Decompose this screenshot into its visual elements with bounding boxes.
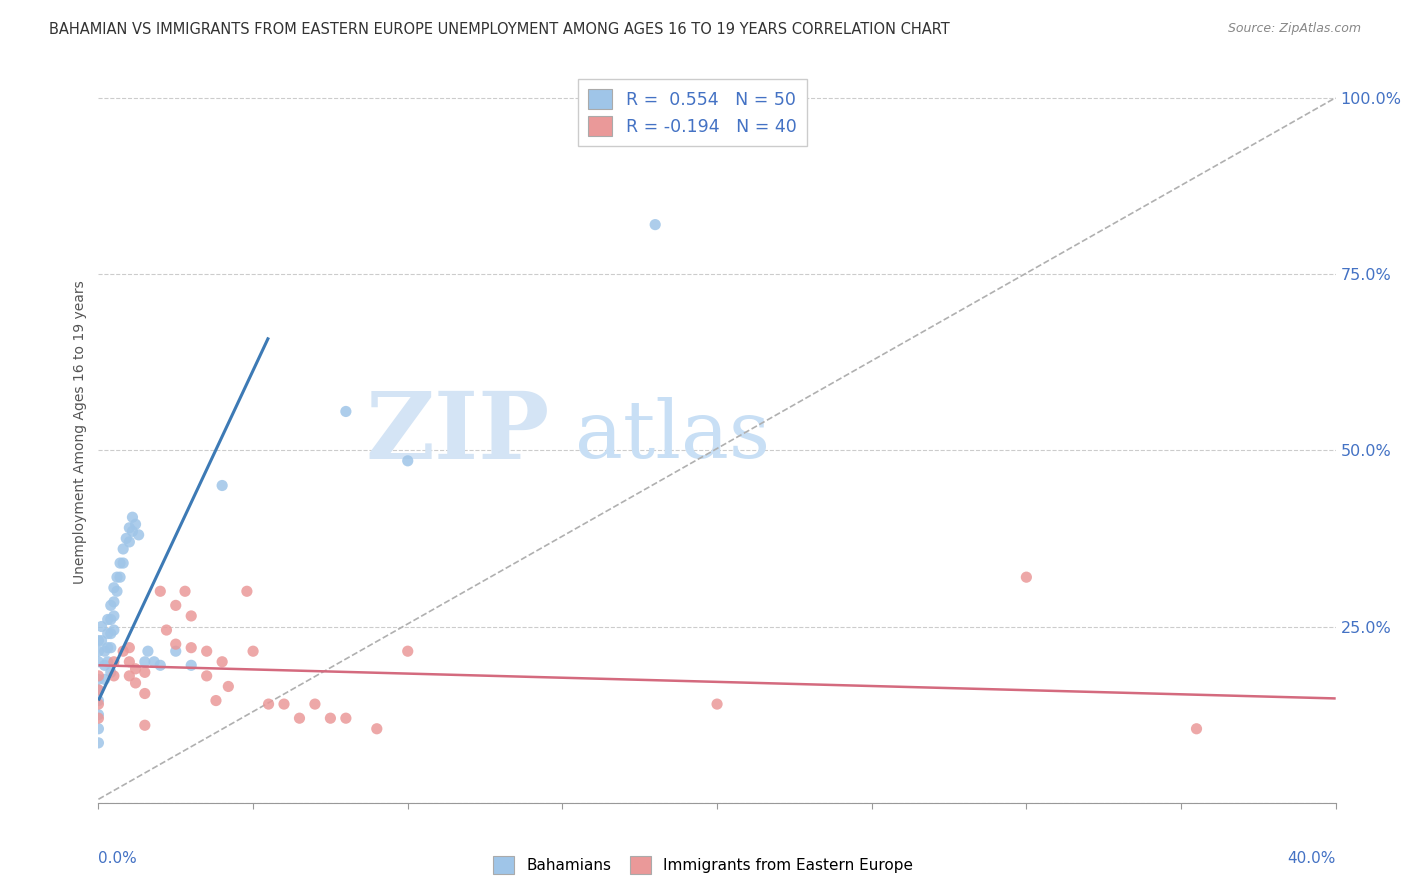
Point: [288, 711, 311, 725]
Text: 0.0%: 0.0%: [98, 851, 138, 866]
Point: [149, 584, 172, 599]
Point: [335, 711, 357, 725]
Point: [87, 722, 110, 736]
Point: [155, 623, 177, 637]
Point: [87, 697, 110, 711]
Point: [121, 524, 143, 539]
Point: [100, 599, 122, 613]
Y-axis label: Unemployment Among Ages 16 to 19 years: Unemployment Among Ages 16 to 19 years: [73, 281, 87, 584]
Point: [105, 584, 128, 599]
Text: 40.0%: 40.0%: [1288, 851, 1336, 866]
Point: [143, 655, 166, 669]
Text: BAHAMIAN VS IMMIGRANTS FROM EASTERN EUROPE UNEMPLOYMENT AMONG AGES 16 TO 19 YEAR: BAHAMIAN VS IMMIGRANTS FROM EASTERN EURO…: [49, 22, 950, 37]
Point: [108, 570, 131, 584]
Point: [87, 736, 110, 750]
Point: [396, 454, 419, 468]
Point: [103, 595, 125, 609]
Point: [217, 680, 239, 694]
Point: [115, 532, 138, 546]
Point: [103, 581, 125, 595]
Point: [304, 697, 326, 711]
Point: [165, 637, 187, 651]
Point: [93, 673, 115, 687]
Point: [195, 669, 218, 683]
Point: [319, 711, 342, 725]
Point: [195, 644, 218, 658]
Point: [165, 599, 187, 613]
Point: [180, 609, 202, 624]
Point: [174, 584, 197, 599]
Point: [97, 612, 120, 626]
Legend: Bahamians, Immigrants from Eastern Europe: Bahamians, Immigrants from Eastern Europ…: [486, 850, 920, 880]
Point: [124, 662, 146, 676]
Point: [1185, 722, 1208, 736]
Point: [103, 609, 125, 624]
Point: [112, 556, 135, 570]
Legend: R =  0.554   N = 50, R = -0.194   N = 40: R = 0.554 N = 50, R = -0.194 N = 40: [578, 78, 807, 146]
Point: [273, 697, 295, 711]
Point: [134, 686, 156, 700]
Point: [112, 644, 135, 658]
Point: [87, 655, 110, 669]
Point: [100, 640, 122, 655]
Point: [257, 697, 280, 711]
Point: [149, 658, 172, 673]
Text: Source: ZipAtlas.com: Source: ZipAtlas.com: [1227, 22, 1361, 36]
Point: [180, 658, 202, 673]
Point: [118, 521, 141, 535]
Point: [1015, 570, 1038, 584]
Point: [87, 673, 110, 687]
Point: [100, 626, 122, 640]
Point: [134, 718, 156, 732]
Point: [335, 404, 357, 418]
Point: [87, 633, 110, 648]
Point: [93, 644, 115, 658]
Point: [118, 640, 141, 655]
Point: [87, 683, 110, 698]
Text: atlas: atlas: [575, 397, 770, 475]
Point: [236, 584, 259, 599]
Point: [706, 697, 728, 711]
Point: [97, 626, 120, 640]
Point: [124, 517, 146, 532]
Point: [97, 655, 120, 669]
Point: [128, 528, 150, 542]
Point: [87, 711, 110, 725]
Point: [118, 669, 141, 683]
Point: [97, 640, 120, 655]
Point: [118, 655, 141, 669]
Point: [103, 655, 125, 669]
Point: [242, 644, 264, 658]
Text: ZIP: ZIP: [366, 388, 550, 477]
Point: [124, 676, 146, 690]
Point: [87, 693, 110, 707]
Point: [105, 570, 128, 584]
Point: [112, 541, 135, 556]
Point: [118, 535, 141, 549]
Point: [103, 669, 125, 683]
Point: [211, 478, 233, 492]
Point: [134, 655, 156, 669]
Point: [180, 640, 202, 655]
Point: [205, 693, 228, 707]
Point: [211, 655, 233, 669]
Point: [366, 722, 388, 736]
Point: [108, 556, 131, 570]
Point: [136, 644, 159, 658]
Point: [87, 669, 110, 683]
Point: [87, 707, 110, 722]
Point: [100, 665, 122, 680]
Point: [90, 633, 112, 648]
Point: [396, 644, 419, 658]
Point: [100, 612, 122, 626]
Point: [93, 658, 115, 673]
Point: [121, 510, 143, 524]
Point: [644, 218, 666, 232]
Point: [134, 665, 156, 680]
Point: [103, 623, 125, 637]
Point: [90, 619, 112, 633]
Point: [87, 683, 110, 698]
Point: [87, 644, 110, 658]
Point: [165, 644, 187, 658]
